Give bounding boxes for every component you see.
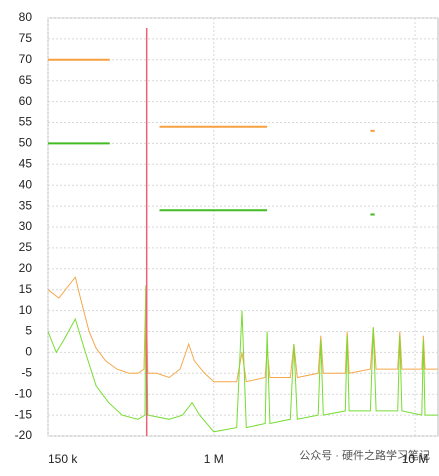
y-tick-label: 55	[19, 115, 33, 129]
y-tick-label: 40	[19, 177, 33, 191]
y-tick-label: 75	[19, 31, 33, 45]
y-tick-label: -10	[15, 386, 33, 400]
watermark: 公众号 · 硬件之路学习笔记	[299, 448, 430, 462]
y-tick-label: 80	[19, 10, 33, 24]
plot-area	[47, 17, 439, 437]
x-tick-label: 150 k	[48, 452, 78, 466]
y-tick-label: 70	[19, 52, 33, 66]
y-tick-label: -20	[15, 428, 33, 442]
y-tick-label: 60	[19, 94, 33, 108]
spectrum-line	[47, 285, 438, 433]
y-tick-label: 0	[25, 345, 32, 359]
y-tick-label: -5	[21, 365, 32, 379]
y-tick-label: -15	[15, 407, 33, 421]
y-tick-label: 5	[25, 324, 32, 338]
y-tick-label: 20	[19, 261, 33, 275]
y-tick-label: 30	[19, 219, 33, 233]
y-tick-label: 65	[19, 73, 33, 87]
y-tick-label: 45	[19, 156, 33, 170]
y-tick-label: 35	[19, 198, 33, 212]
y-tick-label: 10	[19, 303, 33, 317]
y-tick-label: 50	[19, 136, 33, 150]
x-tick-label: 1 M	[204, 452, 224, 466]
y-tick-label: 25	[19, 240, 33, 254]
y-tick-label: 15	[19, 282, 33, 296]
x-tick-label: 10 M	[402, 452, 429, 466]
